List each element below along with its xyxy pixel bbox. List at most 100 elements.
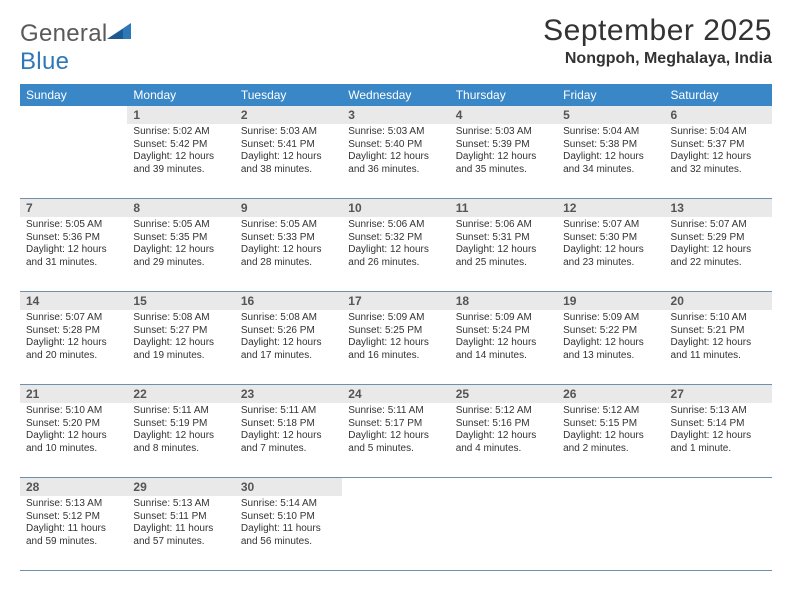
day-detail: Sunrise: 5:03 AMSunset: 5:40 PMDaylight:…: [342, 124, 449, 180]
cell-wrap: 23Sunrise: 5:11 AMSunset: 5:18 PMDayligh…: [235, 385, 342, 477]
logo-text: GeneralBlue: [20, 20, 131, 76]
weekday-row: SundayMondayTuesdayWednesdayThursdayFrid…: [20, 84, 772, 106]
daylight1-line: Daylight: 12 hours: [241, 151, 336, 164]
calendar-cell: 13 Sunrise: 5:07 AMSunset: 5:29 PMDayligh…: [665, 199, 772, 292]
calendar-head: SundayMondayTuesdayWednesdayThursdayFrid…: [20, 84, 772, 106]
cell-wrap: [557, 478, 664, 570]
calendar-cell: 15Sunrise: 5:08 AMSunset: 5:27 PMDayligh…: [127, 292, 234, 385]
cell-wrap: 26Sunrise: 5:12 AMSunset: 5:15 PMDayligh…: [557, 385, 664, 477]
sunset-line: Sunset: 5:31 PM: [456, 232, 551, 245]
calendar-cell: [450, 478, 557, 571]
sunrise-line: Sunrise: 5:10 AM: [671, 312, 766, 325]
sunrise-line: Sunrise: 5:10 AM: [26, 405, 121, 418]
sunset-line: Sunset: 5:24 PM: [456, 325, 551, 338]
calendar-cell: 27Sunrise: 5:13 AMSunset: 5:14 PMDayligh…: [665, 385, 772, 478]
sunset-line: Sunset: 5:25 PM: [348, 325, 443, 338]
cell-wrap: 19Sunrise: 5:09 AMSunset: 5:22 PMDayligh…: [557, 292, 664, 384]
day-number: 24: [342, 385, 449, 403]
day-detail: Sunrise: 5:08 AMSunset: 5:27 PMDaylight:…: [127, 310, 234, 366]
sunrise-line: Sunrise: 5:12 AM: [563, 405, 658, 418]
day-number: [557, 478, 664, 496]
daylight1-line: Daylight: 12 hours: [241, 430, 336, 443]
day-number: 26: [557, 385, 664, 403]
calendar-cell: [557, 478, 664, 571]
sunrise-line: Sunrise: 5:08 AM: [133, 312, 228, 325]
daylight1-line: Daylight: 12 hours: [348, 151, 443, 164]
sunrise-line: Sunrise: 5:07 AM: [671, 219, 766, 232]
logo-word-1: General: [20, 20, 107, 47]
daylight2-line: and 8 minutes.: [133, 443, 228, 456]
cell-wrap: 28Sunrise: 5:13 AMSunset: 5:12 PMDayligh…: [20, 478, 127, 570]
day-number: 7: [20, 199, 127, 217]
sunset-line: Sunset: 5:29 PM: [671, 232, 766, 245]
daylight2-line: and 20 minutes.: [26, 350, 121, 363]
sunrise-line: Sunrise: 5:08 AM: [241, 312, 336, 325]
calendar-cell: [342, 478, 449, 571]
sunrise-line: Sunrise: 5:05 AM: [133, 219, 228, 232]
daylight2-line: and 25 minutes.: [456, 257, 551, 270]
calendar-cell: 29Sunrise: 5:13 AMSunset: 5:11 PMDayligh…: [127, 478, 234, 571]
sunset-line: Sunset: 5:20 PM: [26, 418, 121, 431]
calendar-cell: 20Sunrise: 5:10 AMSunset: 5:21 PMDayligh…: [665, 292, 772, 385]
sunset-line: Sunset: 5:18 PM: [241, 418, 336, 431]
calendar-cell: [20, 106, 127, 199]
day-detail: Sunrise: 5:13 AMSunset: 5:12 PMDaylight:…: [20, 496, 127, 552]
day-number: 14: [20, 292, 127, 310]
daylight1-line: Daylight: 12 hours: [26, 244, 121, 257]
day-detail: Sunrise: 5:05 AMSunset: 5:36 PMDaylight:…: [20, 217, 127, 273]
day-number: 10: [342, 199, 449, 217]
daylight2-line: and 2 minutes.: [563, 443, 658, 456]
calendar-cell: 10Sunrise: 5:06 AMSunset: 5:32 PMDayligh…: [342, 199, 449, 292]
logo: GeneralBlue: [20, 14, 131, 76]
day-detail: Sunrise: 5:11 AMSunset: 5:18 PMDaylight:…: [235, 403, 342, 459]
day-number: 12: [557, 199, 664, 217]
day-number: [665, 478, 772, 496]
day-number: 3: [342, 106, 449, 124]
location-label: Nongpoh, Meghalaya, India: [543, 50, 772, 68]
sunset-line: Sunset: 5:17 PM: [348, 418, 443, 431]
daylight1-line: Daylight: 12 hours: [456, 244, 551, 257]
cell-wrap: 8Sunrise: 5:05 AMSunset: 5:35 PMDaylight…: [127, 199, 234, 291]
cell-wrap: [665, 478, 772, 570]
calendar-cell: 7Sunrise: 5:05 AMSunset: 5:36 PMDaylight…: [20, 199, 127, 292]
calendar-cell: 16Sunrise: 5:08 AMSunset: 5:26 PMDayligh…: [235, 292, 342, 385]
daylight1-line: Daylight: 12 hours: [241, 337, 336, 350]
sunrise-line: Sunrise: 5:13 AM: [671, 405, 766, 418]
sunrise-line: Sunrise: 5:06 AM: [456, 219, 551, 232]
sunset-line: Sunset: 5:15 PM: [563, 418, 658, 431]
daylight2-line: and 29 minutes.: [133, 257, 228, 270]
cell-wrap: 25Sunrise: 5:12 AMSunset: 5:16 PMDayligh…: [450, 385, 557, 477]
cell-wrap: 3Sunrise: 5:03 AMSunset: 5:40 PMDaylight…: [342, 106, 449, 198]
cell-wrap: 14Sunrise: 5:07 AMSunset: 5:28 PMDayligh…: [20, 292, 127, 384]
day-number: 18: [450, 292, 557, 310]
cell-wrap: 13 Sunrise: 5:07 AMSunset: 5:29 PMDayligh…: [665, 199, 772, 291]
weekday-header: Sunday: [20, 84, 127, 106]
sunrise-line: Sunrise: 5:05 AM: [241, 219, 336, 232]
daylight1-line: Daylight: 12 hours: [26, 430, 121, 443]
daylight1-line: Daylight: 12 hours: [348, 337, 443, 350]
daylight1-line: Daylight: 12 hours: [671, 244, 766, 257]
sunrise-line: Sunrise: 5:14 AM: [241, 498, 336, 511]
cell-wrap: 2Sunrise: 5:03 AMSunset: 5:41 PMDaylight…: [235, 106, 342, 198]
weekday-header: Saturday: [665, 84, 772, 106]
cell-wrap: 15Sunrise: 5:08 AMSunset: 5:27 PMDayligh…: [127, 292, 234, 384]
daylight2-line: and 34 minutes.: [563, 164, 658, 177]
day-number: 11: [450, 199, 557, 217]
sunrise-line: Sunrise: 5:09 AM: [456, 312, 551, 325]
day-detail: Sunrise: 5:09 AMSunset: 5:22 PMDaylight:…: [557, 310, 664, 366]
calendar-cell: 8Sunrise: 5:05 AMSunset: 5:35 PMDaylight…: [127, 199, 234, 292]
day-number: 13: [665, 199, 772, 217]
sunset-line: Sunset: 5:39 PM: [456, 139, 551, 152]
day-number: 4: [450, 106, 557, 124]
sunrise-line: Sunrise: 5:13 AM: [26, 498, 121, 511]
sunset-line: Sunset: 5:21 PM: [671, 325, 766, 338]
sunrise-line: Sunrise: 5:11 AM: [133, 405, 228, 418]
cell-wrap: 10Sunrise: 5:06 AMSunset: 5:32 PMDayligh…: [342, 199, 449, 291]
daylight2-line: and 31 minutes.: [26, 257, 121, 270]
calendar-cell: 4Sunrise: 5:03 AMSunset: 5:39 PMDaylight…: [450, 106, 557, 199]
day-number: 9: [235, 199, 342, 217]
daylight2-line: and 59 minutes.: [26, 536, 121, 549]
cell-wrap: [20, 106, 127, 198]
day-detail: Sunrise: 5:12 AMSunset: 5:15 PMDaylight:…: [557, 403, 664, 459]
daylight1-line: Daylight: 11 hours: [241, 523, 336, 536]
